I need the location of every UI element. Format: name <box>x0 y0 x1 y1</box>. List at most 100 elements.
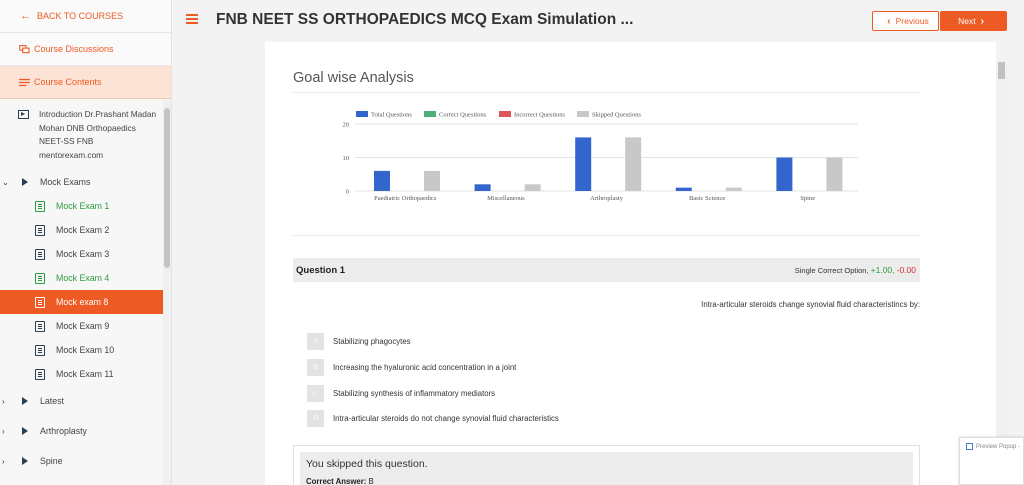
group-bullet-icon <box>22 427 28 435</box>
question-type: Single Correct Option, <box>794 266 869 275</box>
feedback-message: You skipped this question. <box>306 458 428 470</box>
video-icon <box>18 110 29 119</box>
bar <box>424 170 440 191</box>
exam-label: Mock Exam 4 <box>56 273 110 283</box>
sidebar-scroll-thumb[interactable] <box>164 108 170 268</box>
bar <box>524 184 541 191</box>
main-scroll-thumb[interactable] <box>998 62 1005 79</box>
back-label: BACK TO COURSES <box>37 11 124 21</box>
clipboard-icon <box>35 272 45 284</box>
option-text: Intra-articular steroids do not change s… <box>333 413 559 423</box>
header: FNB NEET SS ORTHOPAEDICS MCQ Exam Simula… <box>172 0 1024 42</box>
bar <box>625 137 642 191</box>
legend-label: Total Questions <box>371 112 412 119</box>
sidebar-item-exam[interactable]: Mock Exam 3 <box>0 242 164 266</box>
previous-label: Previous <box>895 16 929 26</box>
legend-label: Correct Questions <box>439 112 487 119</box>
menu-icon[interactable] <box>186 14 198 24</box>
sidebar-item-exam[interactable]: Mock exam 8 <box>0 290 164 314</box>
bar <box>675 187 692 191</box>
divider <box>293 92 920 93</box>
legend-label: Incorrect Questions <box>514 112 566 119</box>
y-tick-label: 10 <box>343 155 350 162</box>
back-to-courses-link[interactable]: ← BACK TO COURSES <box>0 0 171 33</box>
sidebar-scrollbar[interactable] <box>163 100 171 485</box>
bar <box>776 157 793 191</box>
exam-label: Mock Exam 9 <box>56 321 110 331</box>
sidebar-item-exam[interactable]: Mock Exam 1 <box>0 194 164 218</box>
course-discussions-link[interactable]: Course Discussions <box>0 33 171 66</box>
correct-answer-label: Correct Answer: <box>306 477 367 485</box>
group-label: Spine <box>40 456 63 466</box>
option-a[interactable]: A Stabilizing phagocytes <box>307 332 411 350</box>
option-d[interactable]: D Intra-articular steroids do not change … <box>307 409 559 427</box>
course-contents-tab[interactable]: Course Contents <box>0 66 171 99</box>
bar <box>374 170 390 191</box>
chevron-right-icon: › <box>2 396 5 406</box>
popup-icon <box>966 443 973 450</box>
group-bullet-icon <box>22 178 28 186</box>
option-text: Stabilizing synthesis of inflammatory me… <box>333 388 496 398</box>
question-marking: Single Correct Option, +1.00, -0.00 <box>795 265 916 275</box>
feedback-panel: You skipped this question. Correct Answe… <box>293 445 920 485</box>
clipboard-icon <box>35 344 45 356</box>
sidebar-item-exam[interactable]: Mock Exam 11 <box>0 362 164 386</box>
option-c[interactable]: C Stabilizing synthesis of inflammatory m… <box>307 384 495 402</box>
option-letter: B <box>307 358 324 376</box>
sidebar-item-exam[interactable]: Mock Exam 9 <box>0 314 164 338</box>
sidebar-group[interactable]: › Arthroplasty <box>0 416 164 446</box>
correct-answer-value: B <box>368 477 374 485</box>
exam-label: Mock Exam 2 <box>56 225 110 235</box>
y-tick-label: 0 <box>346 189 349 196</box>
chevron-right-icon: › <box>980 15 984 27</box>
clipboard-icon <box>35 368 45 380</box>
positive-marks: +1.00, <box>870 265 895 275</box>
legend-swatch <box>577 111 589 117</box>
next-button[interactable]: Next › <box>940 11 1007 31</box>
option-text: Stabilizing phagocytes <box>333 336 411 346</box>
previous-button[interactable]: ‹ Previous <box>872 11 939 31</box>
chevron-left-icon: ‹ <box>887 15 891 27</box>
group-label: Mock Exams <box>40 177 91 187</box>
discussions-label: Course Discussions <box>34 44 114 54</box>
course-content-list: Introduction Dr.Prashant Madan Mohan DNB… <box>0 100 164 476</box>
option-text: Increasing the hyaluronic acid concentra… <box>333 362 517 372</box>
preview-popup[interactable]: Preview Popup - <box>959 437 1024 485</box>
legend-swatch <box>499 111 511 117</box>
sidebar-item-exam[interactable]: Mock Exam 4 <box>0 266 164 290</box>
next-label: Next <box>958 16 976 26</box>
x-tick-label: Miscellaneous <box>487 195 525 202</box>
x-tick-label: Arthroplasty <box>590 195 624 202</box>
exam-list: Mock Exam 1 Mock Exam 2 Mock Exam 3 Mock Ex… <box>0 194 164 386</box>
chat-icon <box>19 44 30 53</box>
bar <box>725 187 742 191</box>
sidebar-item-exam[interactable]: Mock Exam 10 <box>0 338 164 362</box>
group-mock-exams[interactable]: ⌄ Mock Exams <box>0 170 164 194</box>
exam-label: Mock exam 8 <box>56 297 109 307</box>
sidebar-item-exam[interactable]: Mock Exam 2 <box>0 218 164 242</box>
option-letter: D <box>307 409 324 427</box>
chevron-down-icon: ⌄ <box>2 177 9 187</box>
bar <box>474 184 491 191</box>
sidebar-group[interactable]: › Latest <box>0 386 164 416</box>
divider <box>293 235 920 236</box>
negative-marks: -0.00 <box>896 265 916 275</box>
intro-lesson[interactable]: Introduction Dr.Prashant Madan Mohan DNB… <box>0 100 164 170</box>
group-label: Latest <box>40 396 64 406</box>
intro-lesson-label: Introduction Dr.Prashant Madan Mohan DNB… <box>39 109 157 160</box>
chevron-right-icon: › <box>2 456 5 466</box>
main-scrollbar[interactable] <box>996 58 1008 485</box>
group-label: Arthroplasty <box>40 426 87 436</box>
feedback-box: You skipped this question. Correct Answe… <box>300 452 913 485</box>
analysis-title: Goal wise Analysis <box>293 70 414 86</box>
sidebar-group[interactable]: › Spine <box>0 446 164 476</box>
legend-swatch <box>424 111 436 117</box>
clipboard-icon <box>35 296 45 308</box>
option-b[interactable]: B Increasing the hyaluronic acid concentr… <box>307 358 516 376</box>
sidebar: ← BACK TO COURSES Course Discussions Cou… <box>0 0 172 485</box>
question-number: Question 1 <box>296 265 346 276</box>
legend-label: Skipped Questions <box>592 112 641 119</box>
clipboard-icon <box>35 224 45 236</box>
group-bullet-icon <box>22 457 28 465</box>
clipboard-icon <box>35 320 45 332</box>
